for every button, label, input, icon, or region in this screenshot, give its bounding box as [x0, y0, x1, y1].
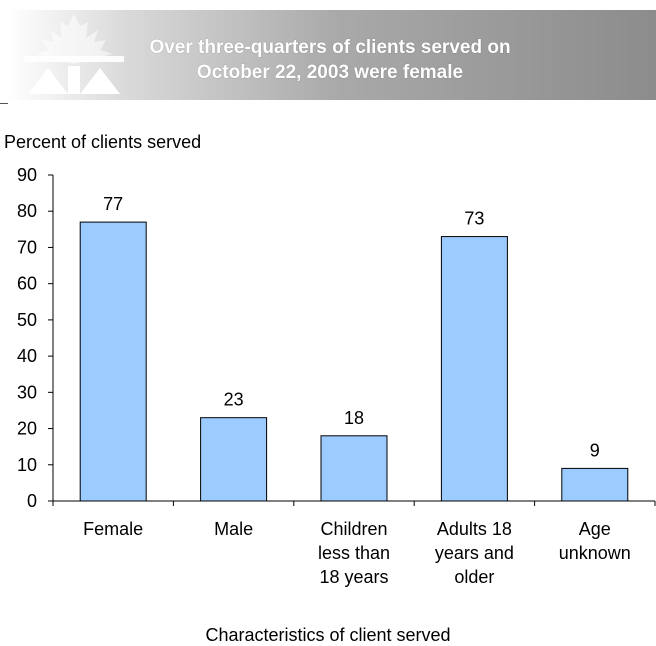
chart-title: Over three-quarters of clients served on…: [120, 35, 540, 85]
x-tick-label-3: Adults 18 years and older: [435, 519, 514, 587]
bar-2: [320, 435, 388, 502]
divider: [0, 103, 8, 104]
data-label-1: 23: [224, 390, 244, 410]
y-tick-label-4: 40: [17, 346, 37, 366]
x-tick-label-4: Age unknown: [559, 519, 631, 563]
chart-title-line-2: October 22, 2003 were female: [196, 62, 464, 83]
bar-1: [200, 417, 268, 502]
y-tick-label-1: 10: [17, 455, 37, 475]
bar-3: [440, 236, 508, 502]
x-tick-label-2: Children less than 18 years: [318, 519, 390, 587]
data-label-3: 73: [464, 209, 484, 229]
title-banner: Over three-quarters of clients served on…: [8, 10, 656, 100]
y-tick-label-3: 30: [17, 382, 37, 402]
data-label-2: 18: [344, 408, 364, 428]
y-tick-label-6: 60: [17, 274, 37, 294]
data-label-4: 9: [590, 440, 600, 460]
y-tick-label-0: 0: [27, 491, 37, 511]
y-tick-label-9: 90: [17, 165, 37, 185]
x-tick-label-1: Male: [214, 519, 253, 539]
y-tick-label-2: 20: [17, 419, 37, 439]
bar-4: [561, 467, 629, 502]
y-tick-label-7: 70: [17, 237, 37, 257]
x-tick-label-0: Female: [83, 519, 143, 539]
y-tick-label-5: 50: [17, 310, 37, 330]
chart-title-line-1: Over three-quarters of clients served on: [149, 37, 511, 58]
maple-leaf-logo-icon: [24, 14, 124, 94]
data-label-0: 77: [103, 194, 123, 214]
y-tick-label-8: 80: [17, 201, 37, 221]
x-axis-title: Characteristics of client served: [205, 625, 451, 645]
bar-0: [79, 221, 147, 502]
y-axis-title: Percent of clients served: [4, 132, 202, 152]
